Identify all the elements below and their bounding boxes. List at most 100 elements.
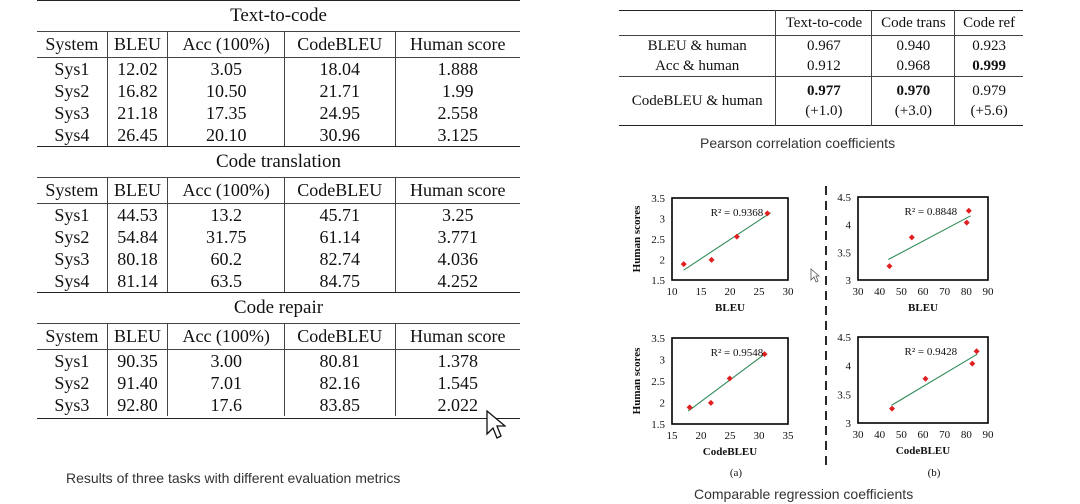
table-cell: 81.14 xyxy=(106,270,168,292)
mouse-cursor-icon xyxy=(486,410,506,439)
column-header: System xyxy=(37,32,108,58)
x-tick-label: 35 xyxy=(783,430,795,442)
table-row: Sys3 92.80 17.6 83.85 2.022 xyxy=(37,394,520,416)
correlation-table: Text-to-code Code trans Code ref BLEU & … xyxy=(619,10,1023,126)
table-cell: 3.771 xyxy=(394,226,520,248)
corr-cell-best: 0.999 xyxy=(954,56,1023,77)
corr-delta: (+3.0) xyxy=(871,101,955,126)
corr-row-codebleu: CodeBLEU & human 0.977 0.970 0.979 xyxy=(619,76,1023,109)
y-tick-label: 3 xyxy=(660,214,666,226)
corr-cell-best: 0.970 xyxy=(871,76,955,101)
table-cell: 80.18 xyxy=(106,248,168,270)
table-cell: 18.04 xyxy=(284,57,395,80)
table-row: Sys3 21.18 17.35 24.95 2.558 xyxy=(37,102,520,124)
corr-delta: (+1.0) xyxy=(775,101,872,126)
table-cell: 21.18 xyxy=(106,102,168,124)
x-tick-label: 90 xyxy=(983,286,995,298)
column-header: System xyxy=(37,178,108,204)
plot-frame xyxy=(857,196,989,281)
corr-delta: (+5.6) xyxy=(954,101,1023,126)
y-tick-label: 3 xyxy=(846,275,852,287)
trend-line xyxy=(683,212,771,271)
small-cursor-icon xyxy=(810,268,820,283)
column-header: Human score xyxy=(394,32,520,58)
table-cell: 3.00 xyxy=(167,349,285,372)
table-cell: 26.45 xyxy=(106,124,168,146)
task-table: System BLEU Acc (100%) CodeBLEU Human score S… xyxy=(37,32,520,146)
x-tick-label: 40 xyxy=(874,286,886,298)
x-tick-label: 20 xyxy=(725,286,737,298)
table-cell: 80.81 xyxy=(284,349,395,372)
x-tick-label: 40 xyxy=(874,429,886,441)
x-tick-label: 30 xyxy=(853,429,865,441)
table-cell: 10.50 xyxy=(167,80,285,102)
corr-cell: 0.923 xyxy=(954,35,1023,56)
table-cell: 17.35 xyxy=(167,102,285,124)
corr-cell-best: 0.977 xyxy=(775,76,872,101)
correlation-table-wrap: Text-to-code Code trans Code ref BLEU & … xyxy=(619,10,1023,126)
r-squared-label: R² = 0.9368 xyxy=(711,207,764,219)
table-cell: 82.16 xyxy=(284,372,395,394)
data-point xyxy=(708,256,715,263)
table-cell: 3.05 xyxy=(167,57,285,80)
corr-cell: 0.940 xyxy=(871,35,955,56)
corr-row-codebleu-delta: (+1.0) (+3.0) (+5.6) xyxy=(619,101,1023,126)
data-point xyxy=(969,360,976,367)
y-tick-label: 3 xyxy=(846,418,852,430)
column-header: Acc (100%) xyxy=(167,32,285,58)
table-cell: Sys2 xyxy=(54,373,90,393)
column-header: Acc (100%) xyxy=(167,178,285,204)
column-header: BLEU xyxy=(106,324,168,350)
task-header-row: System BLEU Acc (100%) CodeBLEU Human score xyxy=(37,324,520,350)
table-cell: Sys3 xyxy=(54,395,90,415)
data-point xyxy=(686,404,693,411)
data-point xyxy=(886,263,893,270)
table-cell: Sys2 xyxy=(54,227,90,247)
y-tick-label: 1.5 xyxy=(651,419,665,431)
corr-cell: 0.912 xyxy=(775,56,872,77)
plot-frame xyxy=(671,337,789,425)
data-point xyxy=(908,234,915,241)
table-cell: 82.74 xyxy=(284,248,395,270)
corr-cell: 0.968 xyxy=(871,56,955,77)
x-tick-label: 80 xyxy=(961,429,973,441)
task-title: Code repair xyxy=(233,297,324,318)
x-axis-label: CodeBLEU xyxy=(896,445,950,457)
corr-row-label: Acc & human xyxy=(619,56,776,77)
table-cell: 24.95 xyxy=(284,102,395,124)
task-table: System BLEU Acc (100%) CodeBLEU Human score S… xyxy=(37,324,520,416)
data-point xyxy=(889,405,896,412)
column-header: CodeBLEU xyxy=(284,178,395,204)
table-row: Sys2 91.40 7.01 82.16 1.545 xyxy=(37,372,520,394)
trend-line xyxy=(888,215,971,261)
table-cell: 1.888 xyxy=(394,57,520,80)
y-tick-label: 2 xyxy=(660,255,666,267)
table-cell: 2.022 xyxy=(394,394,520,416)
task-title: Text-to-code xyxy=(230,5,327,26)
x-tick-label: 10 xyxy=(667,286,679,298)
table-cell: 17.6 xyxy=(167,394,285,416)
column-header: CodeBLEU xyxy=(284,32,395,58)
table-row: Sys1 12.02 3.05 18.04 1.888 xyxy=(37,57,520,80)
y-tick-label: 3.5 xyxy=(837,389,851,401)
x-axis-label: CodeBLEU xyxy=(703,446,757,458)
y-tick-label: 2.5 xyxy=(651,234,665,246)
x-tick-label: 90 xyxy=(983,429,995,441)
x-tick-label: 25 xyxy=(754,286,766,298)
table-cell: 90.35 xyxy=(106,349,168,372)
data-point xyxy=(764,210,771,217)
x-tick-label: 70 xyxy=(939,429,951,441)
corr-row-acc: Acc & human 0.912 0.968 0.999 xyxy=(619,56,1023,77)
column-header: Acc (100%) xyxy=(167,324,285,350)
x-axis-label: BLEU xyxy=(908,302,938,314)
task-header-row: System BLEU Acc (100%) CodeBLEU Human score xyxy=(37,178,520,204)
correlation-header-row: Text-to-code Code trans Code ref xyxy=(619,10,1023,36)
x-tick-label: 20 xyxy=(696,430,708,442)
column-header: System xyxy=(37,324,108,350)
table-cell: 7.01 xyxy=(167,372,285,394)
data-point xyxy=(707,399,714,406)
y-axis-label: Human scores xyxy=(631,347,643,414)
trend-line xyxy=(687,353,766,412)
corr-row-label: CodeBLEU & human xyxy=(631,93,763,109)
column-header: CodeBLEU xyxy=(284,324,395,350)
